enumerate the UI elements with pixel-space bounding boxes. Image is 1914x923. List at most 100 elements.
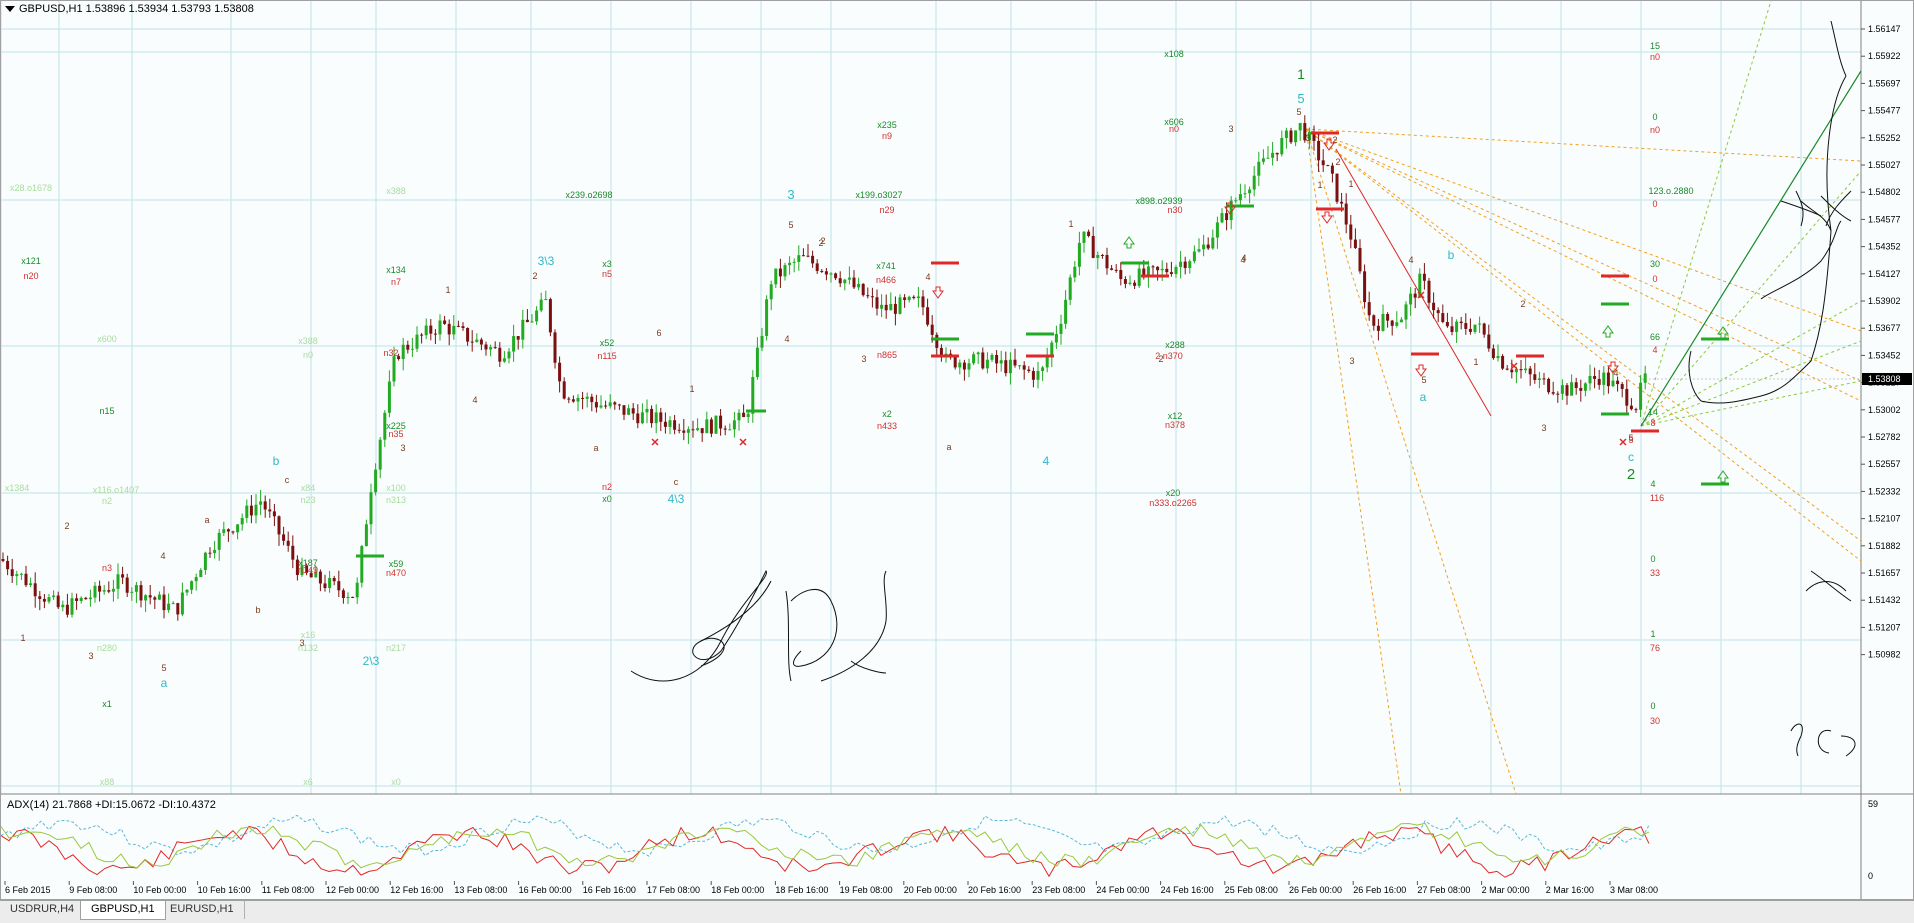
- price-tick-label: 1.55252: [1868, 133, 1901, 143]
- price-chart[interactable]: 1533\32\34\34ababc212345abc34123612ac524…: [1, 1, 1914, 900]
- candle-body: [728, 429, 732, 431]
- candle-body: [383, 412, 387, 440]
- candle-body: [1409, 293, 1413, 305]
- candle-body: [1473, 324, 1477, 332]
- tab-gbpusd[interactable]: GBPUSD,H1: [80, 901, 166, 920]
- candle-body: [1119, 270, 1123, 280]
- trend-lines: [1335, 70, 1862, 427]
- candle-body: [282, 534, 286, 541]
- stat-label: x187: [298, 558, 318, 568]
- scribble-stroke: [1790, 723, 1856, 757]
- wave-label: a: [161, 676, 168, 690]
- candle-body: [1123, 279, 1127, 284]
- candle-body: [79, 597, 83, 601]
- candle-body: [1073, 266, 1077, 278]
- down-arrow-icon: [932, 286, 944, 299]
- candle-body: [263, 501, 267, 510]
- wave-minor-label: 1: [445, 285, 450, 295]
- chart-window[interactable]: 1 5 3 3\3 2\3 4\3 4 a b a b c 2 1 2 3 4 5 a b c 3 4 1 2 3 6 1 2 a c 5 2 4…: [0, 0, 1914, 900]
- candle-body: [1142, 268, 1146, 277]
- candle-body: [1151, 266, 1155, 268]
- candle-body: [1505, 368, 1509, 370]
- tab-usdrur[interactable]: USDRUR,H4: [0, 901, 86, 919]
- dropdown-triangle-icon[interactable]: [5, 6, 15, 13]
- candle-body: [194, 577, 198, 582]
- candle-body: [838, 278, 842, 284]
- stat-label: n32: [383, 348, 398, 358]
- candle-body: [15, 574, 19, 577]
- candle-body: [1445, 322, 1449, 327]
- candle-body: [1321, 160, 1325, 166]
- time-tick-label: 16 Feb 00:00: [519, 885, 572, 895]
- candle-body: [387, 381, 391, 413]
- candle-body: [1110, 268, 1114, 270]
- candle-body: [719, 415, 723, 429]
- candle-body: [990, 354, 994, 360]
- candle-body: [1560, 385, 1564, 394]
- candle-body: [967, 363, 971, 370]
- stat-label: n333.o2265: [1149, 498, 1197, 508]
- price-tick-label: 1.53902: [1868, 296, 1901, 306]
- cross-marker: [739, 438, 747, 446]
- candle-body: [323, 583, 327, 589]
- price-tick-label: 1.55477: [1868, 106, 1901, 116]
- candle-body: [1367, 302, 1371, 316]
- candle-body: [935, 334, 939, 348]
- stat-label: x225: [386, 421, 406, 431]
- candle-body: [834, 273, 838, 279]
- candle-body: [1643, 373, 1647, 383]
- candle-body: [111, 588, 115, 592]
- candle-body: [857, 283, 861, 288]
- candle-body: [1464, 323, 1468, 329]
- candle-body: [213, 549, 217, 554]
- candle-body: [259, 501, 263, 505]
- scribble-stroke: [1780, 190, 1852, 227]
- faded-stat-label: n280: [97, 643, 117, 653]
- candle-body: [1427, 280, 1431, 303]
- wave-minor-label: 2: [818, 238, 823, 248]
- candle-body: [995, 354, 999, 364]
- candle-body: [6, 560, 10, 570]
- fib-fan-line: [1305, 128, 1862, 542]
- stat-label: 14: [1648, 407, 1658, 417]
- stat-label: n5: [602, 269, 612, 279]
- faded-stat-label: n23: [300, 495, 315, 505]
- candle-body: [1289, 130, 1293, 143]
- stat-label: 33: [1650, 568, 1660, 578]
- candle-body: [180, 592, 184, 615]
- wave-label: 2\3: [363, 654, 380, 668]
- wave-minor-label: 3: [861, 354, 866, 364]
- up-arrow-icon: [1123, 236, 1135, 249]
- candle-body: [1611, 380, 1615, 387]
- wave-minor-label: b: [255, 605, 260, 615]
- candle-body: [801, 255, 805, 257]
- candle-body: [806, 255, 810, 257]
- candle-body: [889, 303, 893, 311]
- stat-label: n20: [23, 271, 38, 281]
- stat-label: x59: [389, 559, 404, 569]
- candle-body: [125, 577, 129, 593]
- faded-stat-label: n0: [303, 350, 313, 360]
- wave-label: 1: [1297, 66, 1305, 82]
- candle-body: [1165, 268, 1169, 273]
- wave-minor-label: 5: [161, 663, 166, 673]
- faded-stat-label: x84: [301, 483, 316, 493]
- candle-body: [930, 324, 934, 335]
- time-tick-label: 19 Feb 08:00: [840, 885, 893, 895]
- price-tick-label: 1.55027: [1868, 160, 1901, 170]
- candle-body: [939, 347, 943, 357]
- candle-body: [1496, 355, 1500, 359]
- candle-body: [208, 552, 212, 554]
- candle-body: [1031, 370, 1035, 380]
- candle-body: [1629, 405, 1633, 410]
- fib-fan-line: [1305, 128, 1862, 162]
- candle-body: [640, 412, 644, 424]
- candle-body: [1639, 382, 1643, 410]
- candle-body: [70, 598, 74, 615]
- time-tick-label: 23 Feb 08:00: [1032, 885, 1085, 895]
- candle-body: [1013, 359, 1017, 366]
- faded-stat-label: n217: [386, 643, 406, 653]
- wave-minor-label: 2: [532, 271, 537, 281]
- tab-eurusd[interactable]: EURUSD,H1: [160, 901, 245, 919]
- stat-label: n0: [1650, 52, 1660, 62]
